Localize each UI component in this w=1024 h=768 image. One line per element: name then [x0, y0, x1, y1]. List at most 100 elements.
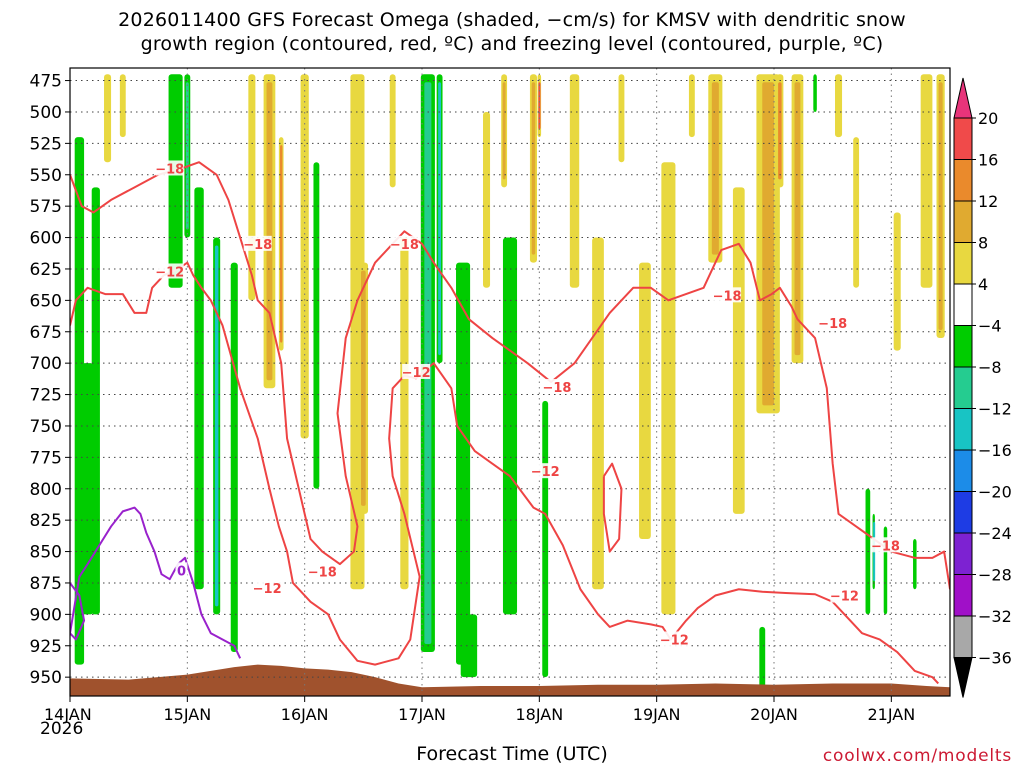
- x-axis-title: Forecast Time (UTC): [416, 743, 608, 765]
- y-tick-label: 800: [30, 480, 62, 500]
- colorbar-arrow-top: [953, 77, 973, 119]
- omega-cell: [920, 74, 933, 288]
- contour-label: −18: [155, 162, 184, 177]
- omega-cell: [618, 74, 625, 163]
- contour-label: −18: [243, 238, 272, 253]
- contours: [70, 161, 950, 685]
- x-tick-label: 14JAN: [44, 705, 92, 724]
- colorbar-label: 8: [978, 234, 988, 253]
- contour-label: −12: [253, 582, 282, 597]
- colorbar-label: −12: [978, 400, 1012, 419]
- y-tick-label: 700: [30, 354, 62, 374]
- omega-core: [762, 82, 774, 406]
- contour-label-bg: [531, 463, 560, 479]
- colorbar-label: −32: [978, 607, 1012, 626]
- omega-cell: [759, 626, 766, 690]
- omega-cell: [168, 74, 183, 288]
- omega-core: [531, 82, 536, 255]
- omega-cell: [661, 162, 676, 615]
- y-tick-label: 750: [30, 417, 62, 437]
- y-tick-label: 500: [30, 103, 62, 123]
- omega-core: [538, 82, 541, 130]
- omega-core: [214, 245, 219, 607]
- x-axis: 14JAN 15JAN 16JAN 17JAN 18JAN 19JAN 20JAN 21JAN: [44, 696, 915, 724]
- contour-label: −18: [390, 238, 419, 253]
- omega-shading: [74, 74, 945, 690]
- x-tick-label: 18JAN: [515, 705, 563, 724]
- omega-core: [266, 82, 273, 381]
- x-tick-label: 16JAN: [281, 705, 329, 724]
- x-tick-label: 21JAN: [867, 705, 915, 724]
- colorbar-swatch: [953, 117, 973, 160]
- x-tick-label: 15JAN: [163, 705, 211, 724]
- colorbar-label: −16: [978, 441, 1012, 460]
- contour-labels: −18 −12 −18 −12 −18 −18 −12 −18 −12 −12 −18 −18 −12 −…: [155, 160, 900, 648]
- terrain-fill: [70, 664, 950, 696]
- omega-cell: [456, 262, 471, 665]
- contour-label-bg: [155, 263, 184, 279]
- colorbar-swatch: [953, 325, 973, 368]
- colorbar-swatch: [953, 159, 973, 202]
- contour-label-bg: [871, 537, 900, 553]
- omega-cell: [483, 111, 491, 288]
- omega-cell: [91, 187, 100, 615]
- contour-label-bg: [830, 587, 859, 603]
- y-tick-label: 825: [30, 511, 62, 531]
- colorbar-swatch: [953, 615, 973, 658]
- y-tick-label: 525: [30, 134, 62, 154]
- colorbar-label: −28: [978, 566, 1012, 585]
- colorbar-swatch: [953, 200, 973, 243]
- contour-label-bg: [155, 160, 184, 176]
- x-tick-label: 17JAN: [398, 705, 446, 724]
- contour-label: −12: [155, 265, 184, 280]
- colorbar-swatch: [953, 491, 973, 534]
- omega-core: [778, 82, 782, 180]
- colorbar-swatch: [953, 449, 973, 492]
- omega-cell: [119, 74, 126, 138]
- y-tick-label: 675: [30, 323, 62, 343]
- contour-line: [70, 161, 950, 590]
- colorbar-label: 16: [978, 151, 998, 170]
- colorbar-label: 20: [978, 109, 998, 128]
- omega-cell: [569, 74, 580, 288]
- contour-line: [70, 506, 242, 659]
- contour-label-bg: [390, 235, 419, 251]
- x-tick-label: 19JAN: [633, 705, 681, 724]
- colorbar-swatch: [953, 366, 973, 409]
- omega-cell: [813, 74, 817, 112]
- plot-area: −18 −12 −18 −12 −18 −18 −12 −18 −12 −12 −18 −18 −12 −…: [69, 67, 951, 697]
- contour-label: −12: [531, 465, 560, 480]
- y-tick-label: 950: [30, 668, 62, 688]
- omega-core: [502, 82, 506, 180]
- contour-label: −18: [713, 289, 742, 304]
- omega-cell: [389, 74, 396, 188]
- y-tick-label: 650: [30, 291, 62, 311]
- contour-label-bg: [660, 631, 689, 647]
- omega-cell: [732, 187, 745, 514]
- colorbar-label: −20: [978, 483, 1012, 502]
- omega-core: [938, 82, 943, 331]
- omega-core: [280, 145, 283, 343]
- y-tick-label: 475: [30, 72, 62, 92]
- credit-text: coolwx.com/modelts: [822, 746, 1012, 766]
- y-tick-label: 775: [30, 448, 62, 468]
- colorbar-label: −24: [978, 524, 1012, 543]
- contour-label-bg: [243, 235, 272, 251]
- omega-core: [360, 270, 366, 506]
- contour-label-bg: [713, 287, 742, 303]
- contour-label: −18: [871, 539, 900, 554]
- contour-label-bg: [402, 363, 431, 379]
- colorbar-label: −4: [978, 317, 1002, 336]
- colorbar-swatch: [953, 408, 973, 451]
- contour-label: −12: [660, 633, 689, 648]
- omega-cell: [688, 74, 695, 138]
- omega-core: [185, 82, 189, 230]
- omega-core: [711, 82, 719, 255]
- colorbar-swatch: [953, 242, 973, 285]
- chart-title-line-2: growth region (contoured, red, ºC) and f…: [140, 33, 884, 55]
- omega-core: [438, 82, 442, 356]
- colorbar-label: −8: [978, 358, 1002, 377]
- chart-title-line-1: 2026011400 GFS Forecast Omega (shaded, −…: [118, 9, 906, 31]
- omega-cell: [460, 614, 478, 678]
- colorbar: 20 16 12 8 4 −4 −8 −12 −16 −20 −24 −28 −32 −36: [953, 77, 1012, 698]
